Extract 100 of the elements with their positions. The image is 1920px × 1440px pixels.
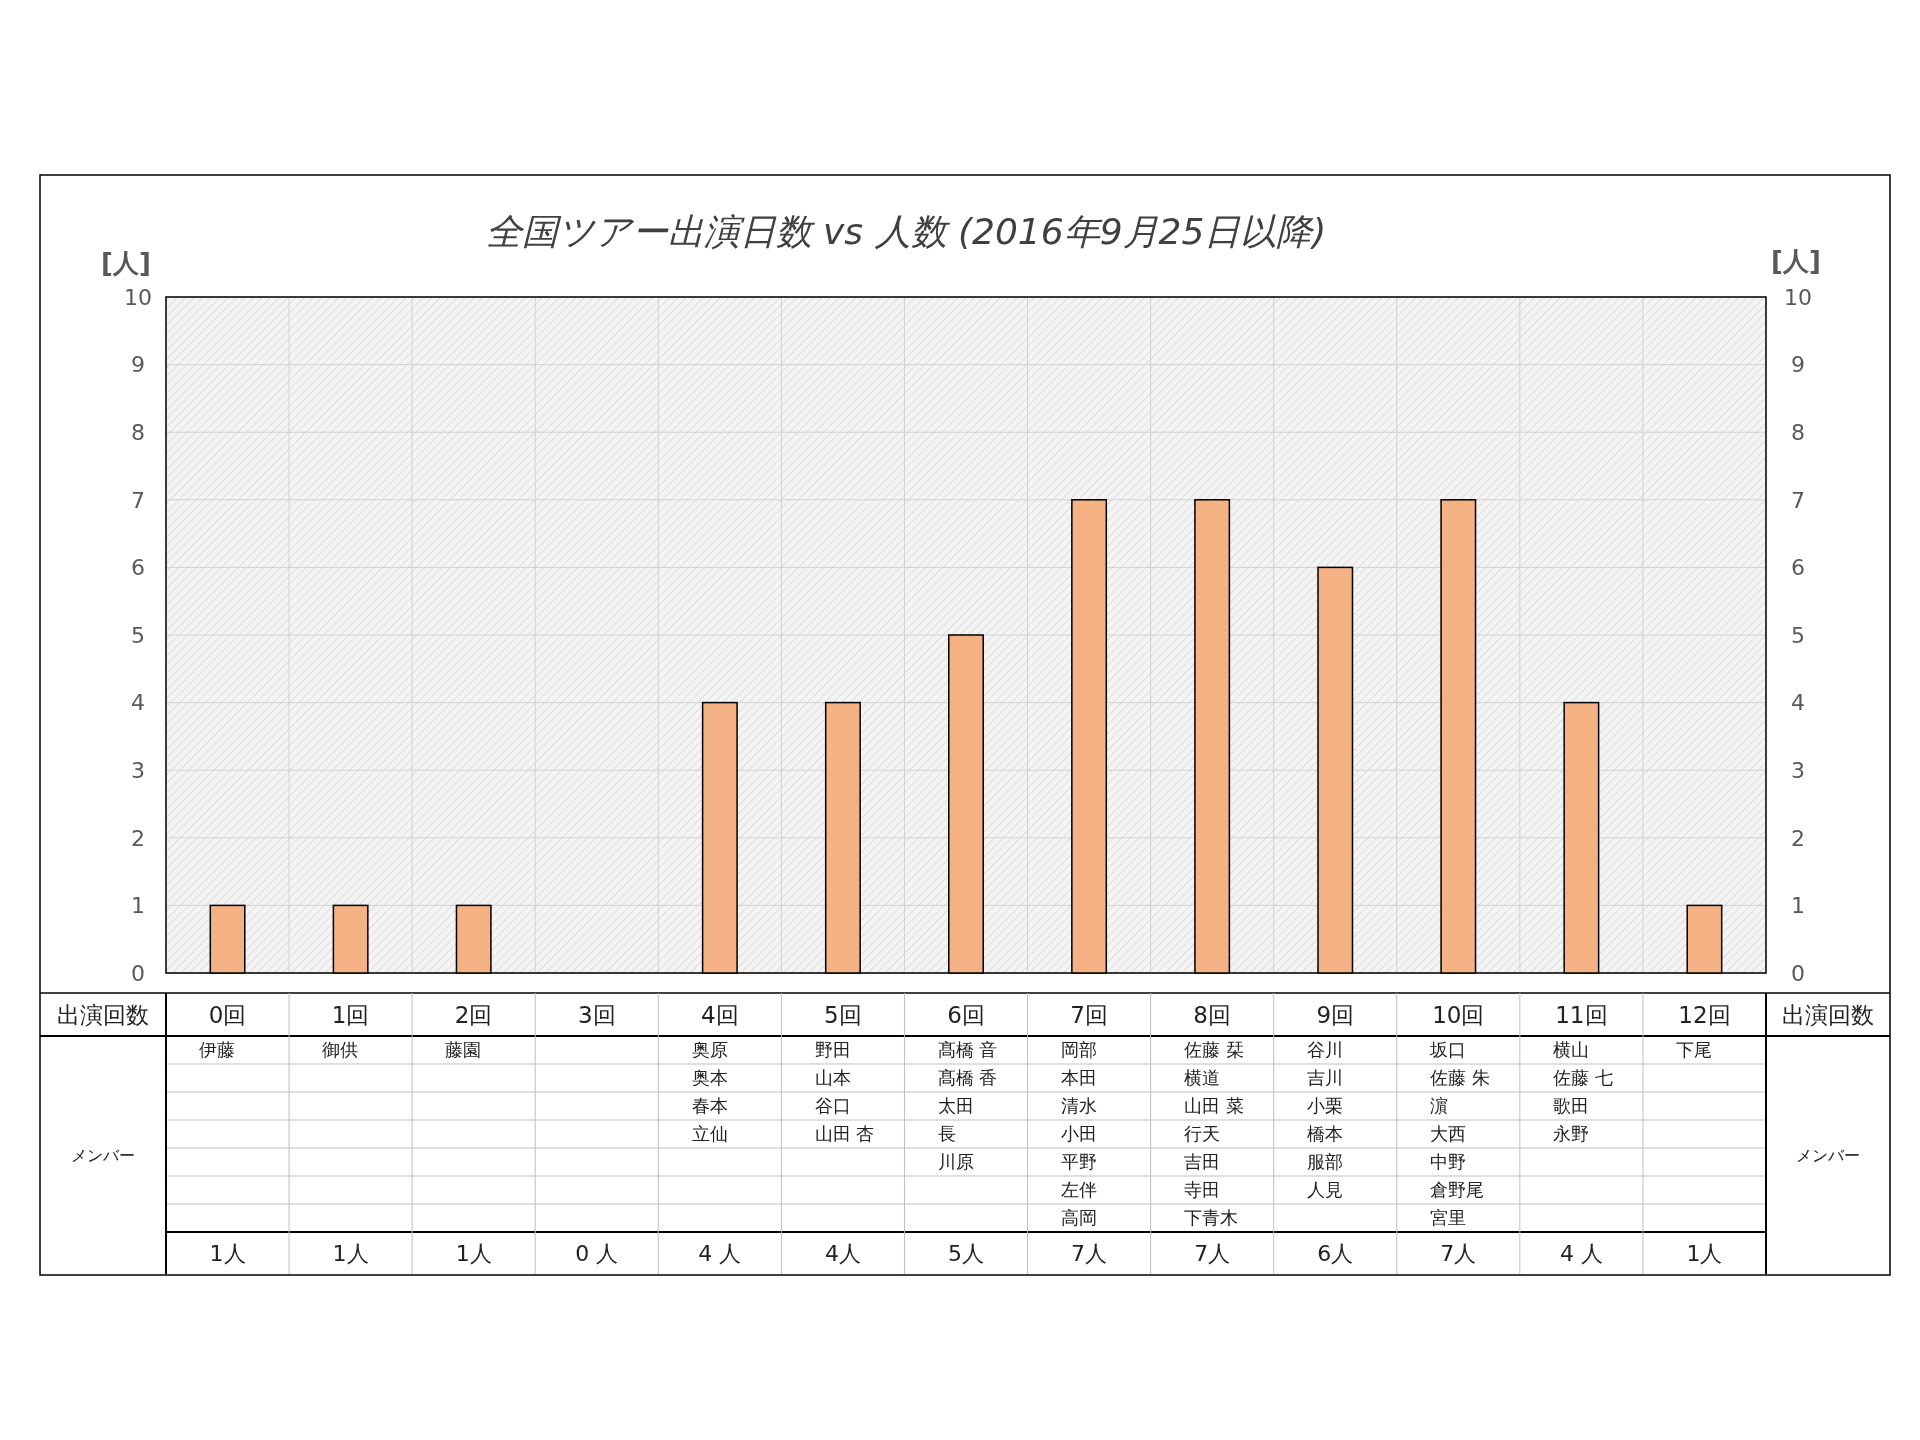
text: 谷口 xyxy=(814,1095,851,1117)
text: 濵 xyxy=(1430,1095,1448,1117)
text: 小栗 xyxy=(1306,1095,1343,1117)
data-label: 7人 xyxy=(1194,1240,1231,1266)
x-tick-label: 0回 xyxy=(208,1001,247,1028)
data-label: 5人 xyxy=(948,1240,984,1266)
text: 大西 xyxy=(1430,1123,1466,1145)
text: 奥原 xyxy=(691,1039,728,1061)
text: 中野 xyxy=(1430,1151,1466,1173)
text: 吉川 xyxy=(1306,1067,1343,1089)
text: 太田 xyxy=(937,1095,974,1117)
y2-axis-title: [人] xyxy=(1771,246,1821,276)
data-label: 6人 xyxy=(1317,1240,1354,1266)
text: 山田 杏 xyxy=(814,1123,875,1145)
x-tick-label: 7回 xyxy=(1070,1001,1108,1028)
y2-tick-label: 2 xyxy=(1791,825,1805,851)
text: 奥本 xyxy=(691,1067,728,1089)
y2-tick-label: 6 xyxy=(1791,555,1805,581)
y2-tick-label: 0 xyxy=(1791,960,1805,986)
text: 倉野尾 xyxy=(1430,1179,1484,1201)
y2-tick-label: 5 xyxy=(1791,622,1805,648)
text: 高岡 xyxy=(1060,1207,1097,1229)
text: 服部 xyxy=(1306,1151,1343,1173)
y-axis-title: [人] xyxy=(101,248,151,278)
text: 下青木 xyxy=(1183,1207,1238,1229)
text: 行天 xyxy=(1183,1123,1220,1145)
x-tick-label: 3回 xyxy=(577,1001,616,1028)
text: 下尾 xyxy=(1676,1039,1713,1061)
text: 左伴 xyxy=(1060,1179,1097,1201)
data-label: 0 人 xyxy=(575,1240,619,1266)
text: 橋本 xyxy=(1306,1123,1343,1145)
text: 野田 xyxy=(814,1039,851,1061)
text: メンバー xyxy=(1796,1145,1860,1165)
y-tick-label: 2 xyxy=(131,825,145,851)
text: 春本 xyxy=(691,1095,728,1117)
data-label: 1人 xyxy=(332,1240,369,1266)
text: 藤園 xyxy=(445,1039,482,1061)
data-label: 1人 xyxy=(455,1240,492,1266)
text: 谷川 xyxy=(1306,1039,1343,1061)
x-tick-label: 9回 xyxy=(1316,1001,1355,1028)
y2-tick-label: 8 xyxy=(1791,419,1805,445)
data-label: 7人 xyxy=(1440,1240,1477,1266)
y-tick-label: 8 xyxy=(131,419,145,445)
text: 立仙 xyxy=(691,1123,728,1145)
chart-title: 全国ツアー出演日数 vs 人数 (2016年9月25日以降) xyxy=(485,211,1327,252)
x-tick-label: 11回 xyxy=(1555,1001,1608,1028)
text: 岡部 xyxy=(1060,1039,1097,1061)
x-tick-label: 8回 xyxy=(1193,1001,1231,1028)
data-label: 1人 xyxy=(209,1240,246,1266)
text: 坂口 xyxy=(1429,1039,1466,1061)
x-tick-label: 10回 xyxy=(1432,1001,1485,1028)
data-label: 4 人 xyxy=(1559,1240,1603,1266)
text: 髙橋 香 xyxy=(937,1067,998,1089)
text: 本田 xyxy=(1060,1067,1097,1089)
text: 平野 xyxy=(1060,1151,1097,1173)
text: 伊藤 xyxy=(199,1039,236,1061)
text: 山田 菜 xyxy=(1183,1095,1244,1117)
y-tick-label: 7 xyxy=(131,487,145,513)
text: 小田 xyxy=(1060,1123,1097,1145)
text: 清水 xyxy=(1060,1095,1097,1117)
y2-tick-label: 1 xyxy=(1791,893,1805,919)
x-tick-label: 4回 xyxy=(701,1001,739,1028)
text: 寺田 xyxy=(1183,1179,1220,1201)
text: 川原 xyxy=(937,1151,974,1173)
text: 横山 xyxy=(1553,1039,1590,1061)
y2-tick-label: 4 xyxy=(1791,690,1805,716)
y2-tick-label: 10 xyxy=(1784,284,1812,310)
y2-tick-label: 9 xyxy=(1791,352,1805,378)
data-label: 7人 xyxy=(1071,1240,1108,1266)
x-axis-title: 出演回数 xyxy=(1782,1001,1874,1028)
y-tick-label: 0 xyxy=(131,960,145,986)
y2-tick-label: 7 xyxy=(1791,487,1805,513)
text: 宮里 xyxy=(1430,1207,1466,1229)
data-label: 1人 xyxy=(1686,1240,1723,1266)
text: 御供 xyxy=(322,1039,359,1061)
x-tick-label: 6回 xyxy=(947,1001,985,1028)
x-tick-label: 2回 xyxy=(454,1001,493,1028)
data-label: 4 人 xyxy=(698,1240,742,1266)
x-tick-label: 5回 xyxy=(824,1001,862,1028)
text: 永野 xyxy=(1553,1123,1590,1145)
text: 髙橋 音 xyxy=(937,1039,998,1061)
x-tick-label: 1回 xyxy=(331,1001,370,1028)
text: 佐藤 栞 xyxy=(1183,1039,1244,1061)
y-tick-label: 5 xyxy=(131,622,145,648)
text: 出演回数 xyxy=(57,1001,149,1028)
text: 山本 xyxy=(814,1067,851,1089)
y-tick-label: 4 xyxy=(131,690,145,716)
text: 佐藤 朱 xyxy=(1430,1067,1490,1089)
text: 吉田 xyxy=(1183,1151,1220,1173)
text: 横道 xyxy=(1183,1067,1220,1089)
y-tick-label: 10 xyxy=(124,284,152,310)
text: メンバー xyxy=(71,1145,135,1165)
y-tick-label: 3 xyxy=(131,757,145,783)
text: 長 xyxy=(937,1123,956,1145)
y-tick-label: 9 xyxy=(131,352,145,378)
text: 人見 xyxy=(1306,1179,1343,1201)
y-tick-label: 6 xyxy=(131,555,145,581)
y-tick-label: 1 xyxy=(131,893,145,919)
text: 佐藤 七 xyxy=(1553,1067,1613,1089)
text: 歌田 xyxy=(1553,1095,1590,1117)
